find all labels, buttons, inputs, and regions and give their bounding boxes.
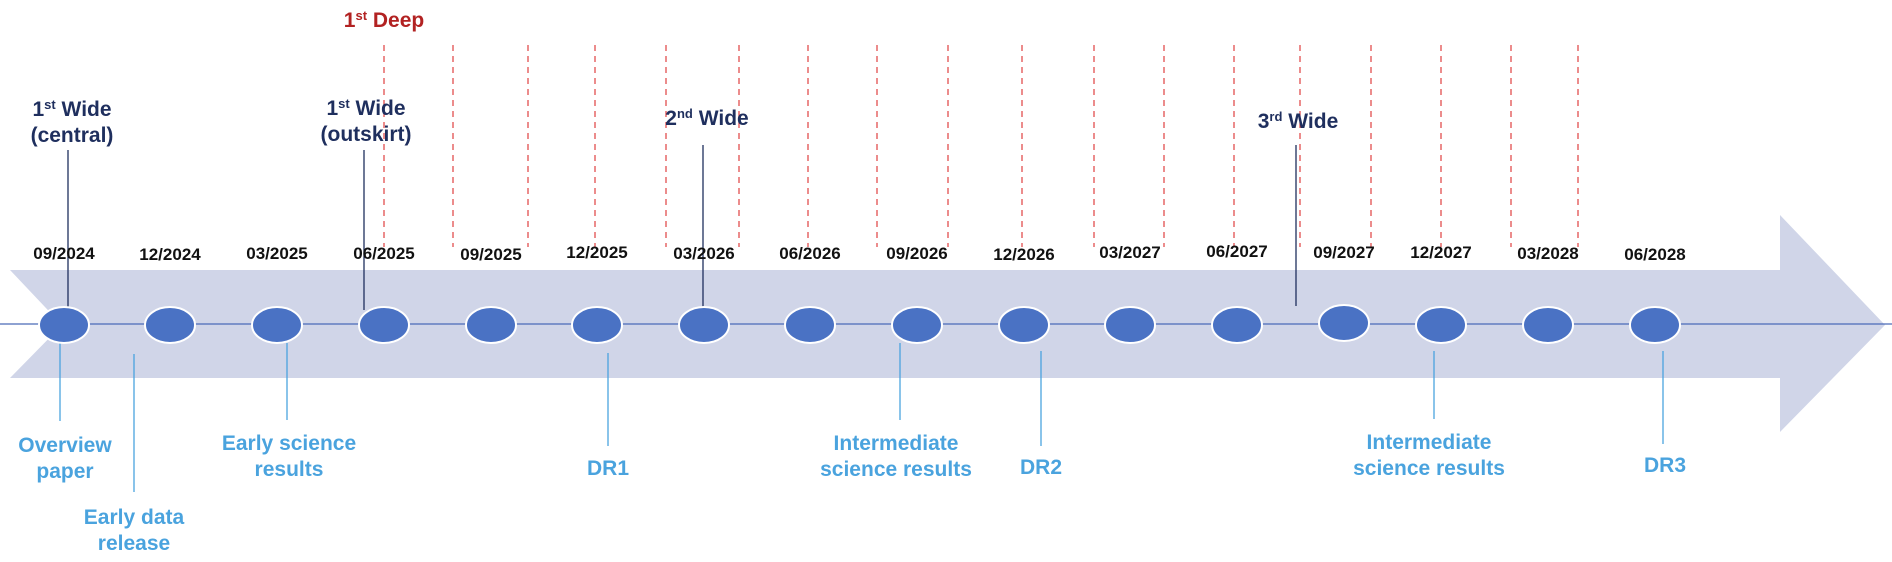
- timeline-nodes: [38, 304, 1681, 344]
- timeline-node: [38, 306, 90, 344]
- date-label: 12/2027: [1410, 243, 1472, 262]
- observation-title: 1st Wide: [32, 96, 112, 121]
- output-label: DR1: [587, 456, 629, 482]
- timeline-node: [891, 306, 943, 344]
- observation-title: 2nd Wide: [665, 105, 749, 130]
- output-line: science results: [820, 457, 972, 481]
- observation-title: 1st Wide: [326, 95, 406, 120]
- date-label: 06/2027: [1206, 242, 1268, 261]
- ordinal-suffix: st: [44, 96, 56, 112]
- output-label: Early science results: [222, 431, 356, 482]
- observation-title: 3rd Wide: [1257, 108, 1339, 133]
- observation-subtitle: (central): [30, 123, 114, 147]
- output-line: Early data: [83, 506, 185, 529]
- date-label: 06/2026: [779, 244, 841, 263]
- ordinal-suffix: rd: [1269, 108, 1283, 124]
- timeline-node: [1211, 306, 1263, 344]
- output-line: Early science: [221, 432, 357, 455]
- output-line: DR2: [1019, 456, 1063, 479]
- deep-text: Deep: [372, 9, 425, 32]
- timeline-node: [1318, 304, 1370, 342]
- timeline-node: [678, 306, 730, 344]
- output-line: Intermediate: [833, 432, 959, 455]
- date-label: 03/2027: [1099, 243, 1161, 262]
- output-line: DR3: [1643, 454, 1687, 477]
- observation-label: 1st Wide (outskirt): [321, 96, 412, 147]
- deep-observation-label: 1st Deep: [344, 8, 424, 34]
- date-label: 12/2025: [566, 243, 628, 262]
- date-label: 06/2028: [1624, 245, 1686, 264]
- date-label: 09/2026: [886, 244, 948, 263]
- output-label: DR2: [1020, 455, 1062, 481]
- date-label: 09/2024: [33, 244, 95, 263]
- observation-label: 1st Wide (central): [31, 97, 114, 148]
- deep-ordinal: st: [355, 7, 368, 23]
- observation-subtitle: (outskirt): [320, 122, 412, 146]
- observation-connectors: [67, 145, 1297, 310]
- deep-observation-windows: [383, 45, 1579, 247]
- date-label: 09/2025: [460, 245, 522, 264]
- timeline-node: [1522, 306, 1574, 344]
- output-line: Overview: [18, 434, 112, 457]
- timeline-node: [998, 306, 1050, 344]
- output-label: Intermediate science results: [1353, 430, 1505, 481]
- output-label: Intermediate science results: [820, 431, 972, 482]
- timeline-node: [1104, 306, 1156, 344]
- output-label: DR3: [1644, 453, 1686, 479]
- timeline-node: [1415, 306, 1467, 344]
- output-line: science results: [1353, 456, 1505, 480]
- timeline-node: [358, 306, 410, 344]
- date-label: 03/2026: [673, 244, 735, 263]
- output-line: results: [254, 457, 324, 481]
- output-label: Overview paper: [18, 433, 111, 484]
- output-line: paper: [36, 459, 94, 483]
- output-line: DR1: [586, 457, 630, 480]
- date-label: 06/2025: [353, 244, 415, 263]
- date-label: 03/2028: [1517, 244, 1579, 263]
- timeline-node: [465, 306, 517, 344]
- deep-number: 1: [343, 9, 356, 32]
- ordinal-suffix: st: [338, 95, 350, 111]
- output-line: Intermediate: [1366, 431, 1492, 454]
- timeline-node: [1629, 306, 1681, 344]
- output-connectors: [59, 343, 1664, 492]
- date-label: 03/2025: [246, 244, 308, 263]
- timeline-node: [571, 306, 623, 344]
- output-line: release: [97, 531, 171, 555]
- observation-label: 3rd Wide: [1258, 109, 1339, 135]
- date-label: 09/2027: [1313, 243, 1375, 262]
- timeline-node: [144, 306, 196, 344]
- timeline-node: [784, 306, 836, 344]
- date-label: 12/2026: [993, 245, 1055, 264]
- observation-label: 2nd Wide: [665, 106, 748, 132]
- timeline-node: [251, 306, 303, 344]
- ordinal-suffix: nd: [676, 105, 693, 121]
- output-label: Early data release: [84, 505, 184, 556]
- date-label: 12/2024: [139, 245, 201, 264]
